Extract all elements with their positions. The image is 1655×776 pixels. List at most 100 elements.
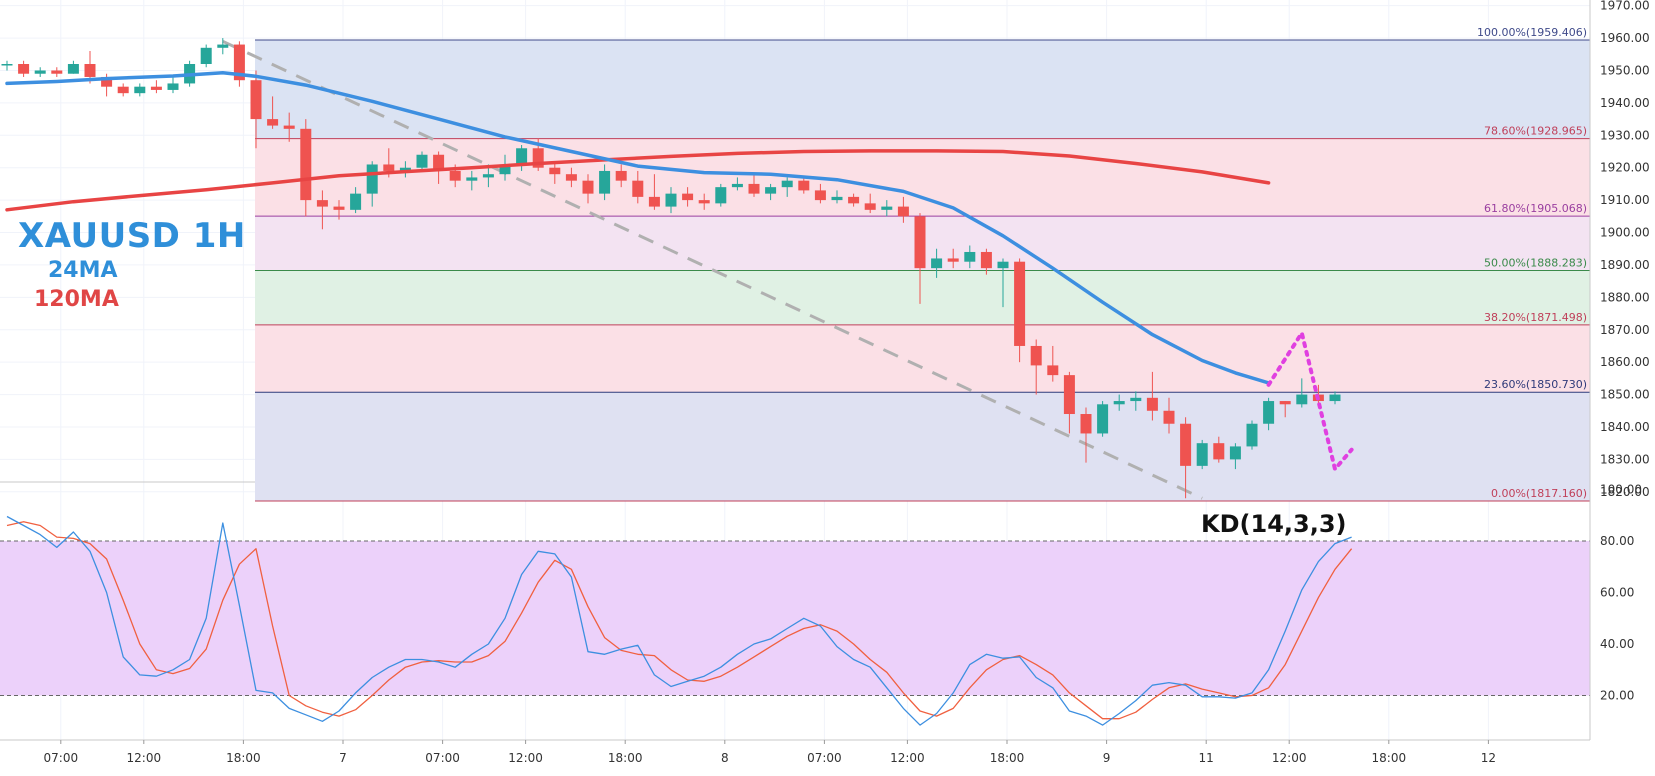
candle-body [416, 154, 428, 168]
candle-body [731, 183, 743, 188]
candle-body [831, 196, 843, 201]
candle [1279, 401, 1291, 418]
fib-label: 100.00%(1959.406) [1477, 26, 1587, 39]
candle [665, 187, 677, 214]
price-tick-label: 1940.00 [1600, 96, 1650, 110]
candle [1213, 436, 1225, 463]
fib-label: 78.60%(1928.965) [1484, 125, 1587, 138]
time-tick-label: 11 [1199, 751, 1214, 765]
candle [765, 183, 777, 201]
candle-body [399, 167, 411, 171]
candle-body [1097, 404, 1109, 434]
kd-tick-label: 40.00 [1600, 637, 1634, 651]
fibonacci-retracement[interactable]: 100.00%(1959.406) 78.60%(1928.965) 61.80%(… [255, 26, 1590, 502]
time-tick-label: 07:00 [807, 751, 842, 765]
price-tick-label: 1920.00 [1600, 161, 1650, 175]
kd-tick-label: 60.00 [1600, 586, 1634, 600]
candle [1229, 443, 1241, 470]
candle [582, 174, 594, 204]
candle [1246, 420, 1258, 450]
fib-label: 23.60%(1850.730) [1484, 378, 1587, 391]
candle-body [665, 193, 677, 207]
candle-body [781, 180, 793, 188]
candle-body [200, 47, 212, 65]
time-tick-label: 12:00 [890, 751, 925, 765]
candle [51, 67, 63, 77]
candle-body [1296, 394, 1308, 405]
candle-body [1229, 446, 1241, 460]
candle [150, 80, 162, 94]
candle [333, 200, 345, 220]
candle-body [997, 261, 1009, 269]
candle [1130, 391, 1142, 411]
candle-body [433, 154, 445, 171]
ma24-line [5, 71, 1271, 385]
candle [316, 190, 328, 230]
candle-body [383, 164, 395, 171]
candle-body [964, 251, 976, 262]
candle [914, 213, 926, 304]
candle [748, 174, 760, 197]
time-tick-label: 18:00 [990, 751, 1025, 765]
kd-k-line [6, 515, 1352, 726]
candle-body [67, 64, 79, 74]
candle-body [980, 251, 992, 269]
candle-body [1213, 443, 1225, 460]
time-tick-label: 8 [721, 751, 729, 765]
time-tick-label: 18:00 [608, 751, 643, 765]
candle-body [134, 86, 146, 94]
candle-body [864, 203, 876, 210]
price-tick-label: 1840.00 [1600, 420, 1650, 434]
candle [250, 70, 262, 149]
candle-body [947, 258, 959, 262]
kd-tick-label: 100.00 [1600, 483, 1642, 497]
candlestick-series [1, 38, 1341, 499]
candle-body [748, 183, 760, 194]
candle [632, 170, 644, 204]
price-tick-label: 1970.00 [1600, 0, 1650, 13]
candle [798, 177, 810, 194]
candle [350, 187, 362, 214]
fib-label: 50.00%(1888.283) [1484, 257, 1587, 270]
candle-body [1279, 401, 1291, 405]
candle-body [1246, 423, 1258, 447]
candle-body [516, 148, 528, 165]
projection-path[interactable] [1266, 327, 1354, 474]
candle-body [350, 193, 362, 210]
candle [300, 119, 312, 217]
time-tick-label: 12:00 [508, 751, 543, 765]
candle [1030, 339, 1042, 395]
projection-layer[interactable] [1266, 327, 1354, 474]
candle [34, 67, 46, 77]
candle [1180, 417, 1192, 499]
ma120-line [5, 149, 1271, 212]
candle-body [1329, 394, 1341, 402]
trendline-layer[interactable] [222, 39, 1203, 500]
candle [117, 83, 129, 97]
candle [615, 164, 627, 188]
candle-body [1063, 375, 1075, 415]
candle-body [34, 70, 46, 74]
candle-body [499, 164, 511, 175]
fib-label: 38.20%(1871.498) [1484, 311, 1587, 324]
dashed-trendline[interactable] [222, 39, 1203, 500]
candle [217, 38, 229, 55]
candle [18, 60, 30, 77]
candle-body [914, 216, 926, 269]
time-tick-label: 07:00 [425, 751, 460, 765]
time-tick-label: 9 [1103, 751, 1111, 765]
candle [283, 112, 295, 142]
candle-body [1263, 401, 1275, 424]
candle-body [582, 180, 594, 194]
price-tick-label: 1880.00 [1600, 290, 1650, 304]
candle [897, 196, 909, 223]
candle [267, 96, 279, 129]
candle-body [615, 170, 627, 181]
candle [1329, 391, 1341, 405]
price-tick-label: 1960.00 [1600, 31, 1650, 45]
price-tick-label: 1860.00 [1600, 355, 1650, 369]
candle-body [1014, 261, 1026, 346]
candle [399, 161, 411, 178]
fib-zone-100-00pct [255, 40, 1590, 139]
